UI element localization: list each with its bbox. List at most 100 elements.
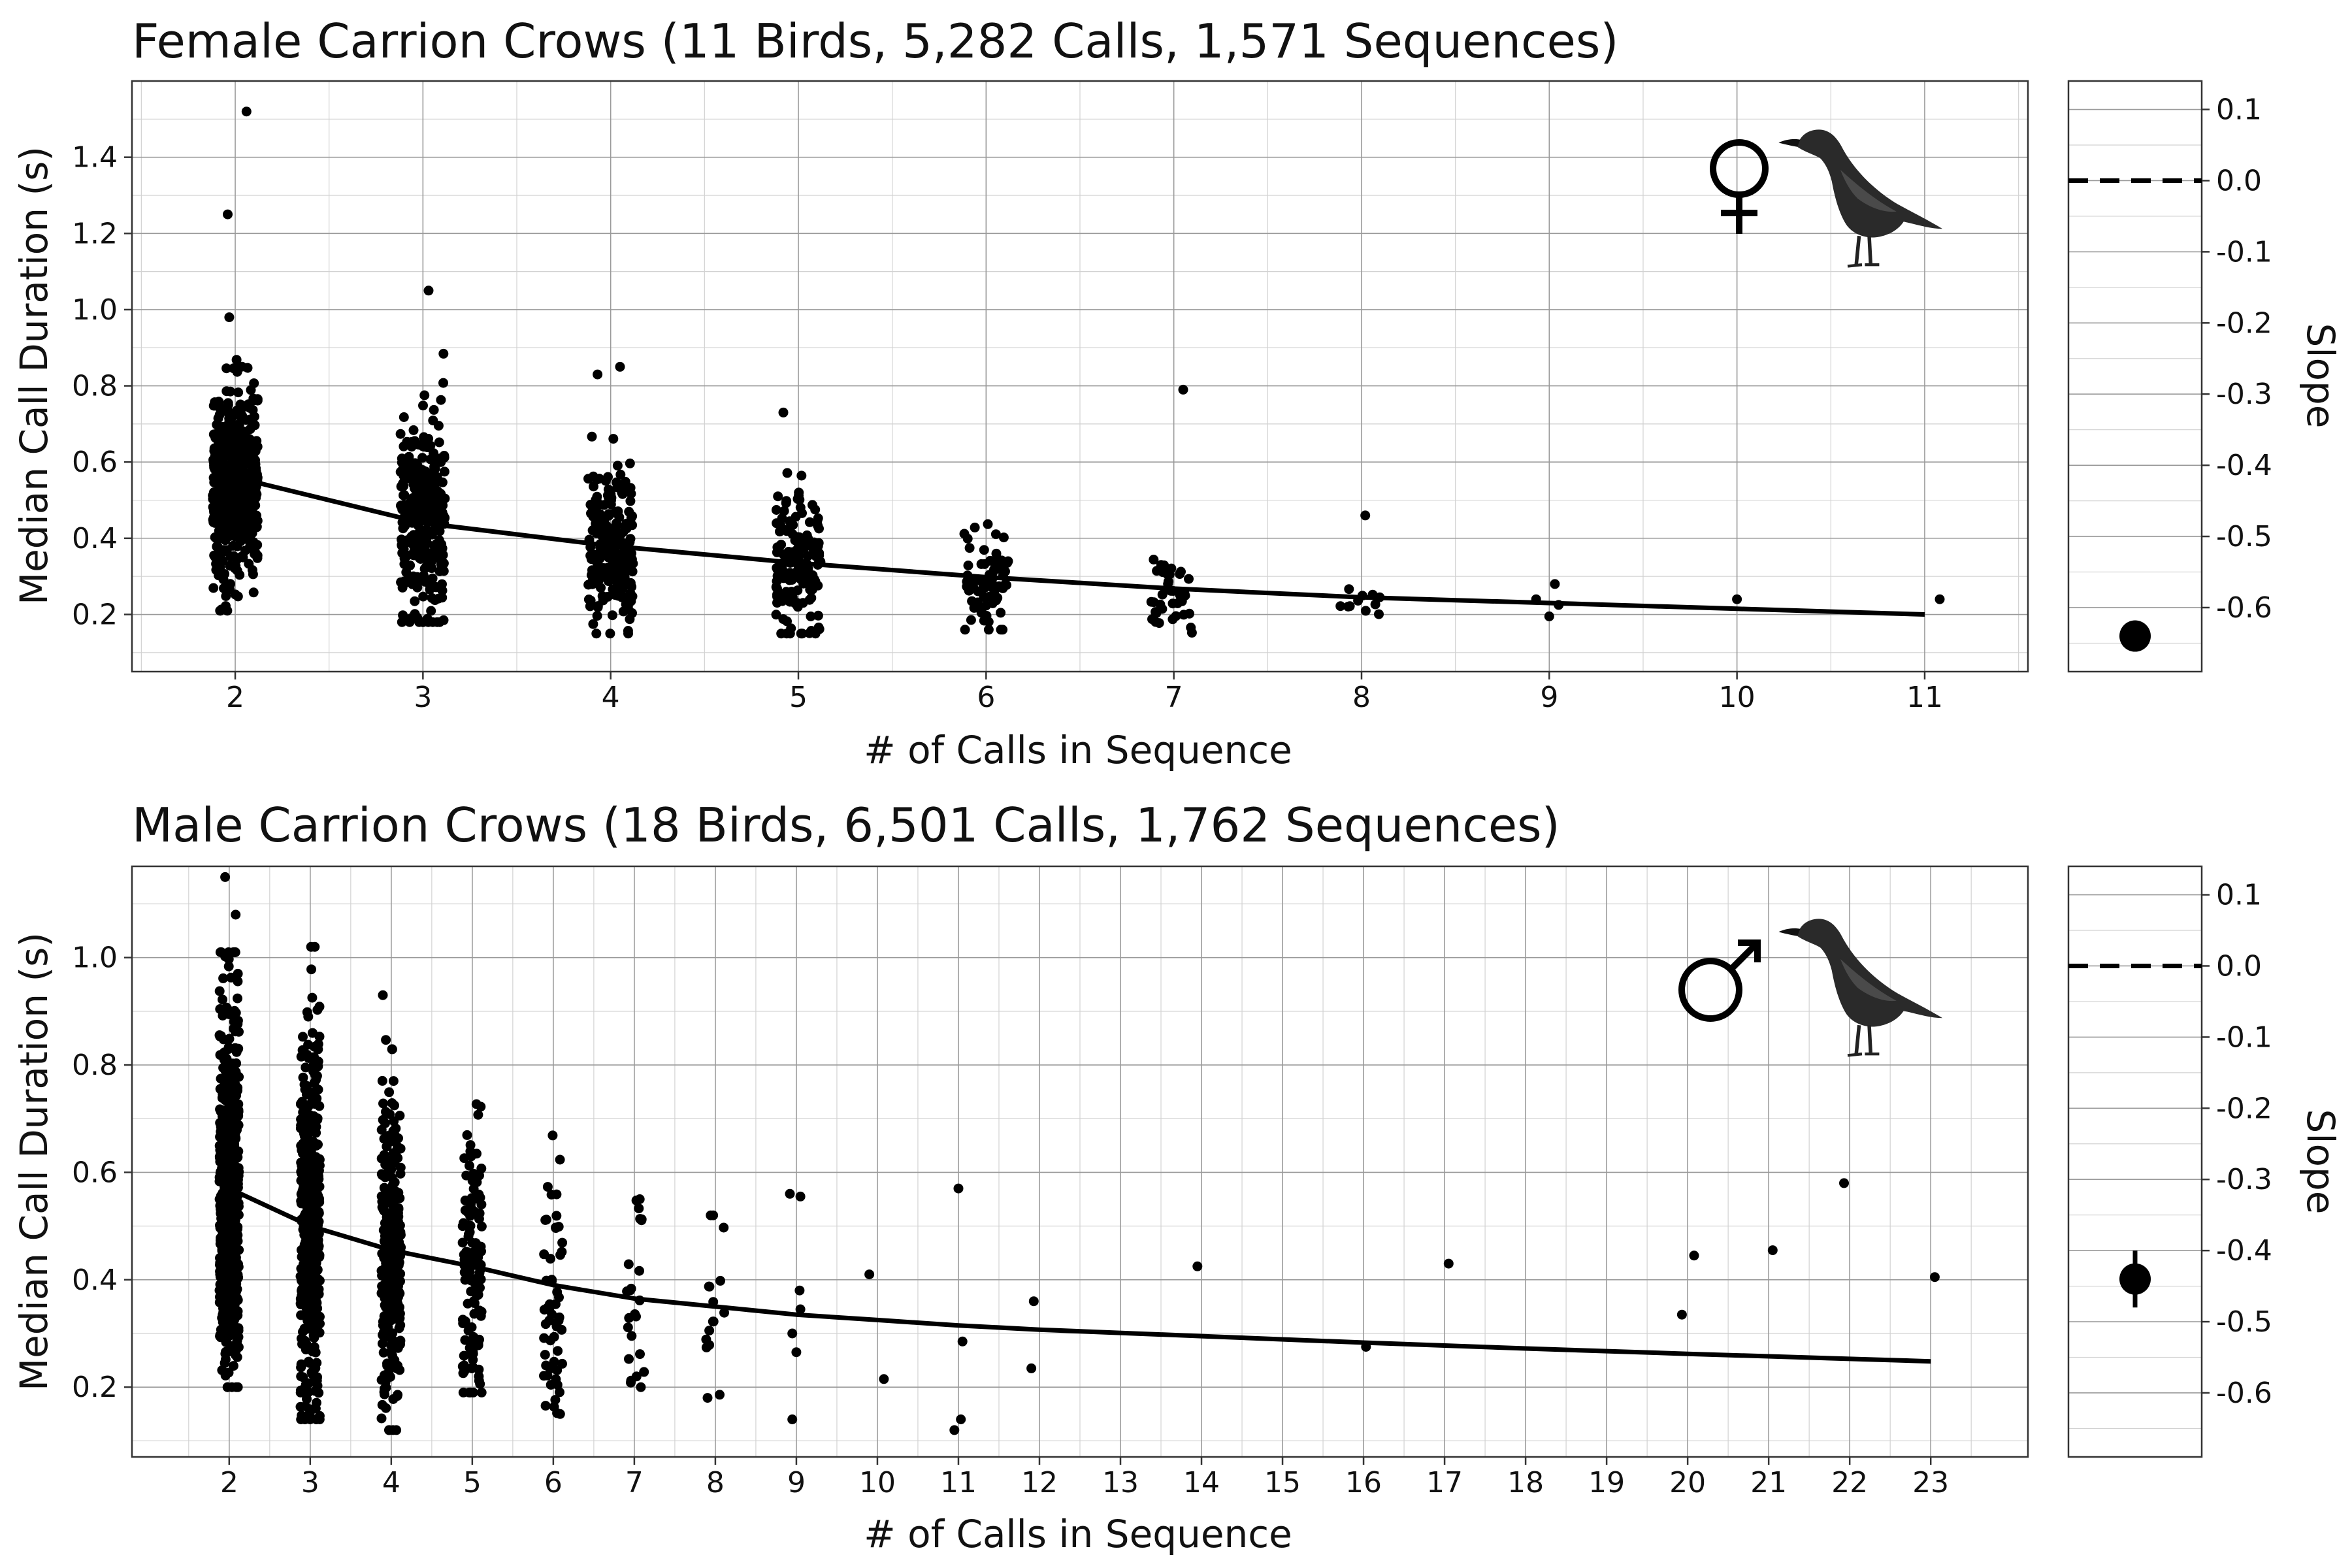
data-point <box>419 390 430 400</box>
data-point <box>775 527 785 537</box>
slope-tick-label: -0.1 <box>2216 1021 2272 1054</box>
data-point <box>606 570 617 580</box>
data-point <box>607 610 617 621</box>
data-point <box>248 587 259 598</box>
data-point <box>376 1413 387 1424</box>
x-tick-label: 4 <box>382 1466 400 1499</box>
data-point <box>425 584 435 595</box>
data-point <box>311 1238 321 1249</box>
y-tick-label: 0.4 <box>72 1264 118 1297</box>
data-point <box>1935 594 1945 604</box>
data-point <box>228 1251 238 1262</box>
data-point <box>795 1304 806 1315</box>
data-point <box>215 947 225 957</box>
data-point <box>233 1271 243 1282</box>
data-point <box>468 1168 479 1179</box>
data-point <box>470 1249 481 1259</box>
data-point <box>215 606 225 616</box>
data-point <box>208 583 219 593</box>
x-tick-label: 3 <box>301 1466 319 1499</box>
data-point <box>603 472 613 482</box>
data-point <box>1171 611 1181 621</box>
data-point <box>588 619 598 629</box>
data-point <box>213 413 223 423</box>
data-point <box>417 453 427 463</box>
data-point <box>376 1124 387 1135</box>
fit-line <box>228 1186 1931 1364</box>
data-point <box>304 1154 315 1164</box>
data-point <box>813 610 823 621</box>
y-tick-label: 1.4 <box>72 141 118 174</box>
data-point <box>806 626 817 636</box>
data-point <box>302 1050 312 1060</box>
plot-frame <box>131 865 2029 1458</box>
data-point <box>220 1245 231 1254</box>
data-point <box>983 579 993 589</box>
data-point <box>1184 574 1194 584</box>
data-point <box>313 1056 323 1067</box>
data-point <box>794 1285 805 1296</box>
data-point <box>380 1172 391 1183</box>
data-point <box>380 1231 391 1241</box>
chart-title: Male Carrion Crows (18 Birds, 6,501 Call… <box>132 798 1560 853</box>
data-point <box>433 421 444 431</box>
x-tick-label: 16 <box>1345 1466 1382 1499</box>
data-point <box>1175 569 1185 580</box>
data-point <box>381 1302 391 1313</box>
data-point <box>593 369 603 380</box>
data-point <box>384 1087 395 1098</box>
data-point <box>967 596 977 606</box>
data-point <box>393 1343 403 1353</box>
data-point <box>613 506 623 517</box>
data-point <box>634 1203 644 1214</box>
x-tick-label: 9 <box>1540 681 1558 714</box>
data-point <box>438 511 449 521</box>
data-point <box>310 1099 320 1109</box>
data-point <box>393 1203 403 1213</box>
data-point <box>1149 597 1159 608</box>
data-point <box>388 1133 399 1143</box>
data-point <box>229 467 238 478</box>
data-point <box>784 548 794 559</box>
data-point <box>639 1367 649 1377</box>
data-point <box>232 541 242 551</box>
data-points <box>208 106 1945 639</box>
data-point <box>600 514 610 524</box>
data-point <box>459 1153 470 1164</box>
data-point <box>625 578 636 588</box>
data-point <box>438 558 449 568</box>
data-point <box>953 1183 964 1194</box>
data-point <box>555 1154 565 1165</box>
male-symbol-arrow-shaft <box>1729 940 1760 972</box>
data-point <box>996 555 1007 566</box>
data-point <box>438 348 449 359</box>
data-point <box>210 502 221 513</box>
y-tick-label: 1.0 <box>72 293 118 327</box>
data-point <box>634 1266 644 1276</box>
main-plot: 0.20.40.60.81.02 3 4 5 6 7 8 9 10 11 12 13 14 15 16 17 1… <box>72 865 2029 1499</box>
data-point <box>383 1157 393 1168</box>
data-point <box>233 1259 244 1269</box>
slope-tick-label: -0.6 <box>2216 591 2272 625</box>
data-point <box>221 1301 231 1311</box>
data-point <box>232 405 242 416</box>
data-point <box>990 529 1001 540</box>
x-tick-label: 2 <box>220 1466 238 1499</box>
y-tick-label: 0.6 <box>72 446 118 479</box>
data-point <box>311 1247 321 1258</box>
data-point <box>1544 611 1554 621</box>
data-point <box>618 527 629 537</box>
data-point <box>960 625 970 635</box>
data-point <box>552 1408 563 1418</box>
data-point <box>382 1141 392 1152</box>
data-point <box>625 458 635 468</box>
data-point <box>309 1342 319 1352</box>
data-point <box>399 412 409 422</box>
data-point <box>618 606 629 617</box>
data-point <box>474 1334 484 1345</box>
data-point <box>398 610 408 621</box>
data-point <box>463 1326 474 1336</box>
data-point <box>608 434 619 444</box>
data-point <box>626 1283 636 1294</box>
data-point <box>803 577 813 587</box>
